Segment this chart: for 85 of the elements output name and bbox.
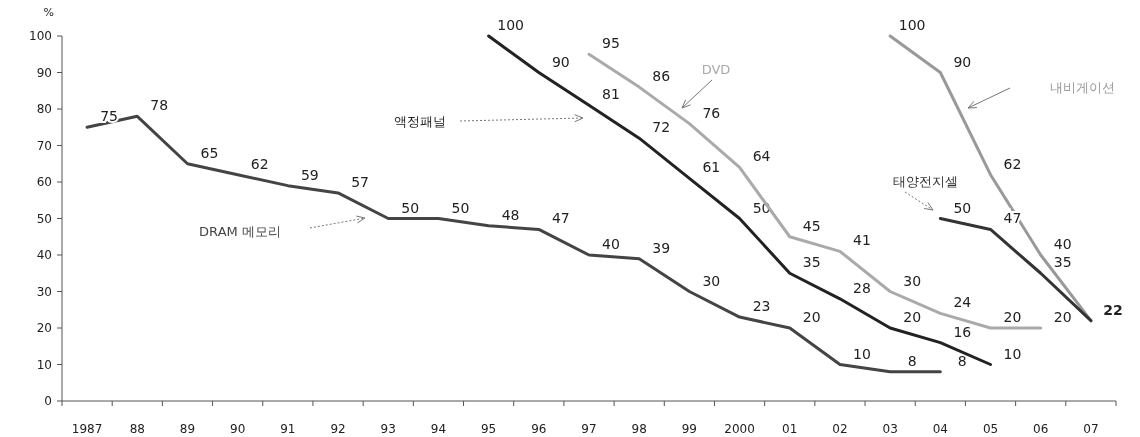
x-tick-label: 88 xyxy=(129,422,145,436)
x-tick-label: 1987 xyxy=(71,422,103,436)
x-tick-label: 89 xyxy=(179,422,196,436)
x-tick-label: 07 xyxy=(1083,422,1099,436)
data-label: 90 xyxy=(953,53,972,70)
y-tick-label: 10 xyxy=(36,357,52,372)
x-tick-label: 98 xyxy=(631,422,647,436)
y-tick-label: 50 xyxy=(36,211,52,226)
data-label: 30 xyxy=(702,272,721,289)
data-label: 20 xyxy=(802,309,821,325)
data-label: 39 xyxy=(652,239,671,256)
y-tick-label: 20 xyxy=(36,321,52,335)
data-label: 30 xyxy=(903,272,922,289)
y-tick-label: 30 xyxy=(36,284,52,299)
data-label: 20 xyxy=(1053,309,1072,325)
data-label: 72 xyxy=(652,119,671,136)
data-label: 28 xyxy=(853,279,871,296)
x-tick-label: 2000 xyxy=(724,422,755,436)
data-label: 24 xyxy=(953,294,972,311)
data-label: 78 xyxy=(150,97,169,114)
data-label: 50 xyxy=(451,199,470,216)
x-tick-label: 04 xyxy=(932,422,948,436)
data-label: 76 xyxy=(702,104,721,121)
x-tick-label: 91 xyxy=(280,422,296,436)
x-tick-label: 90 xyxy=(230,422,246,436)
text: 태양전지셀 xyxy=(892,174,958,189)
data-label: 41 xyxy=(853,232,871,249)
data-label: 22 xyxy=(1103,301,1123,318)
data-label: 90 xyxy=(551,53,570,70)
x-tick-label: 01 xyxy=(782,422,798,436)
text: DVD xyxy=(701,62,731,77)
data-label: 61 xyxy=(702,159,721,176)
x-tick-label: 92 xyxy=(330,422,346,436)
data-label: 40 xyxy=(1053,236,1072,252)
y-tick-label: 80 xyxy=(36,102,52,116)
x-tick-label: 05 xyxy=(982,422,999,436)
data-label: 23 xyxy=(752,298,771,315)
text: 내비게이션 xyxy=(1049,80,1115,95)
x-tick-label: 02 xyxy=(832,422,848,436)
data-label: 20 xyxy=(903,309,922,325)
data-label: 20 xyxy=(1003,309,1022,325)
x-tick-label: 94 xyxy=(430,422,447,436)
data-label: 10 xyxy=(1003,345,1022,362)
y-tick-label: 60 xyxy=(36,175,52,189)
text: 액정패널 xyxy=(394,114,446,129)
x-tick-label: 93 xyxy=(380,422,396,436)
data-label: 45 xyxy=(802,217,821,234)
y-tick-label: 40 xyxy=(36,248,52,262)
y-axis-title: % xyxy=(43,6,54,19)
y-tick-label: 0 xyxy=(44,394,52,408)
data-label: 81 xyxy=(602,86,620,103)
data-label: 95 xyxy=(602,35,620,52)
data-label: 16 xyxy=(953,323,972,340)
data-label: 65 xyxy=(200,144,219,161)
y-tick-label: 70 xyxy=(36,138,52,153)
x-tick-label: 96 xyxy=(531,422,547,436)
data-label: 8 xyxy=(907,352,917,369)
data-label: 75 xyxy=(100,108,119,125)
data-label: 40 xyxy=(602,236,620,252)
data-label: 86 xyxy=(652,68,671,85)
data-label: 8 xyxy=(957,352,967,369)
x-tick-label: 06 xyxy=(1033,422,1049,436)
text: DRAM 메모리 xyxy=(199,224,281,239)
data-label: 62 xyxy=(1003,155,1022,172)
data-label: 100 xyxy=(898,17,926,33)
x-tick-label: 97 xyxy=(581,422,597,436)
data-label: 35 xyxy=(1053,254,1072,271)
data-label: 35 xyxy=(802,254,821,271)
x-tick-label: 95 xyxy=(480,422,497,436)
line-series xyxy=(487,34,993,366)
data-label: 50 xyxy=(953,199,972,216)
data-label: 10 xyxy=(853,345,871,362)
data-label: 64 xyxy=(752,148,771,165)
data-label: 59 xyxy=(300,166,319,183)
y-tick-label: 100 xyxy=(29,29,52,43)
data-label: 47 xyxy=(551,210,570,227)
x-tick-label: 03 xyxy=(882,422,898,436)
data-label: 62 xyxy=(250,155,269,172)
data-label: 48 xyxy=(501,206,520,223)
data-label: 100 xyxy=(497,17,524,33)
x-tick-label: 99 xyxy=(681,422,698,436)
data-label: 47 xyxy=(1003,210,1022,227)
data-label: 50 xyxy=(401,199,420,216)
data-label: 57 xyxy=(351,173,369,190)
y-tick-label: 90 xyxy=(36,65,52,80)
